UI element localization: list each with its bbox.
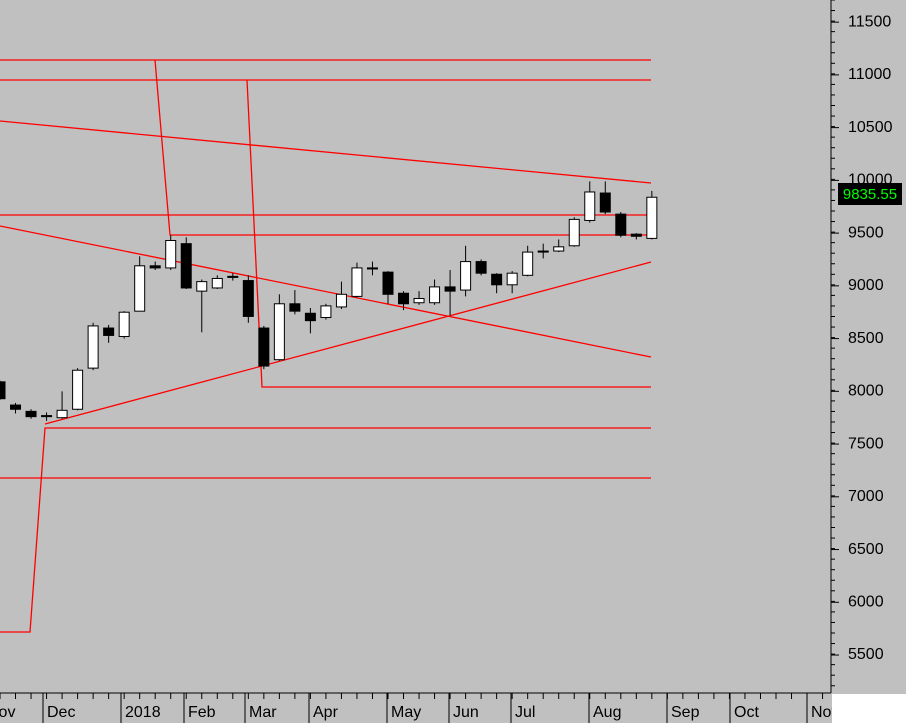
price-box [838,183,902,205]
candle-body [72,369,84,410]
candle-body [615,213,627,236]
candle-body [351,267,363,297]
candle-body [366,267,378,270]
candle-body [475,261,487,274]
x-tick-label: Apr [313,704,339,721]
corner [832,694,906,723]
candle-body [103,327,115,336]
candle-body [630,233,642,237]
candle-body [227,275,239,278]
candle-body [460,261,472,291]
trend-line [0,120,652,184]
y-tick-label: 11500 [848,13,891,30]
candle-body [134,265,146,312]
trend-line [154,59,651,236]
y-tick-label: 11000 [848,66,891,83]
x-tick-label: Aug [593,704,621,721]
trend-line [246,79,651,388]
candle-body [506,272,518,286]
candle-body [335,293,347,308]
candle-body [599,192,611,213]
trend-line [0,225,652,358]
y-tick-label: 9500 [848,224,884,241]
trend-line [0,427,651,633]
candle-body [149,265,161,269]
candle-body [87,325,99,369]
candle-body [382,271,394,295]
candle-body [56,409,68,419]
x-tick-label: Jun [453,704,479,721]
x-tick-label: Mar [249,704,277,721]
x-tick-label: Feb [188,704,216,721]
candle-body [258,327,270,367]
x-tick-label: Sep [671,704,700,721]
candle-body [196,281,208,292]
candle-body [242,280,254,317]
candle-body [584,191,596,221]
x-tick-label: 2018 [125,704,161,721]
x-tick-label: Dec [47,704,75,721]
candle-body [553,246,565,252]
y-tick-label: 6000 [848,594,884,611]
candle-body [522,251,534,276]
candle-body [289,303,301,312]
y-tick-label: 5500 [848,646,884,663]
price-label: 9835.55 [843,186,897,203]
x-tick-label: Nov [0,704,15,721]
y-tick-label: 7000 [848,488,884,505]
candle-body [413,298,425,304]
x-tick-label: Oct [734,704,759,721]
candle-body [41,415,53,418]
candle-body [118,311,130,337]
candle-body [444,286,456,292]
candle-body [25,410,37,418]
y-tick-label: 10500 [848,119,893,136]
x-tick-label: May [391,704,421,721]
candle-body [429,286,441,304]
y-tick-label: 8500 [848,330,884,347]
candle-body [491,273,503,286]
candle-body [180,243,192,289]
y-tick-label: 8000 [848,383,884,400]
y-tick-label: 9000 [848,277,884,294]
x-tick-label: Jul [515,704,535,721]
candle-body [0,381,6,400]
trend-line [44,261,652,425]
candle-body [304,312,316,322]
y-tick-label: 7500 [848,435,884,452]
candle-body [568,218,580,247]
candle-body [10,404,22,410]
candle-body [646,196,658,239]
candle-body [320,305,332,318]
candle-body [537,250,549,253]
candle-body [165,239,177,269]
trend-lines [0,59,652,633]
candle-body [211,277,223,289]
candle-body [273,303,285,361]
candle-body [398,292,410,305]
y-tick-label: 6500 [848,541,884,558]
